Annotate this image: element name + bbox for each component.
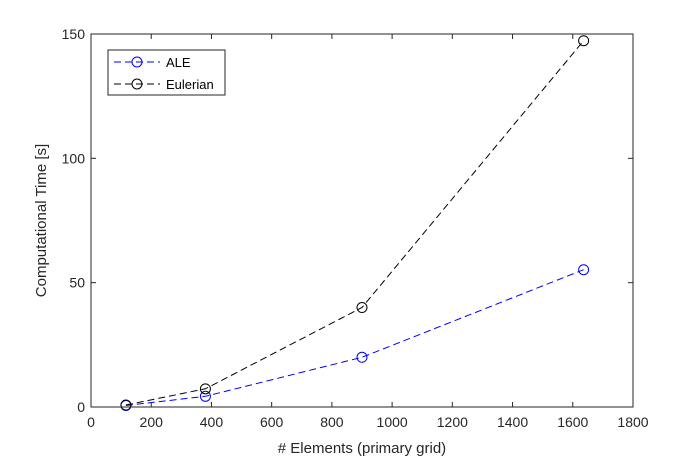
data-point-eulerian [199,383,211,395]
data-point-ale [199,390,211,402]
legend-box [107,49,226,96]
series-line-ale [125,269,584,406]
legend-entry-ale: ALE [114,55,191,70]
series-line-eulerian [125,40,584,406]
x-axis-label: # Elements (primary grid) [278,440,446,457]
data-point-ale [356,351,368,363]
x-tick-label: 1400 [497,414,528,430]
x-tick-label: 800 [320,414,344,430]
x-tick-label: 200 [140,414,164,430]
legend-marker [131,78,143,90]
axes-box [90,33,634,408]
y-tick-label: 0 [77,399,85,415]
data-point-eulerian [120,399,132,411]
legend-marker [131,56,143,68]
series-layer [120,35,590,412]
x-tick-label: 1800 [617,414,648,430]
series-eulerian [120,35,590,411]
legend-label: Eulerian [166,77,214,92]
data-point-eulerian [578,35,590,47]
x-tick-label: 1200 [437,414,468,430]
y-tick-label: 100 [62,150,86,166]
x-tick-label: 400 [200,414,224,430]
data-point-eulerian [356,302,368,314]
legend-entry-eulerian: Eulerian [114,77,214,92]
x-tick-label: 1600 [557,414,588,430]
tick-layer: 0 200 400 600 800 1000 1200 1400 1600 1800 0 50 100 1… [62,26,649,430]
y-axis-label: Computational Time [s] [33,144,50,297]
x-tick-label: 1000 [377,414,408,430]
axes [90,33,634,408]
x-tick-label: 0 [87,414,95,430]
y-tick-label: 50 [69,275,85,291]
legend-label: ALE [166,55,191,70]
plot-area [91,34,633,407]
data-point-ale [578,264,590,276]
y-tick-label: 150 [62,26,86,42]
plot-background [91,34,633,407]
legend: ALE Eulerian [107,49,226,96]
x-tick-label: 600 [260,414,284,430]
